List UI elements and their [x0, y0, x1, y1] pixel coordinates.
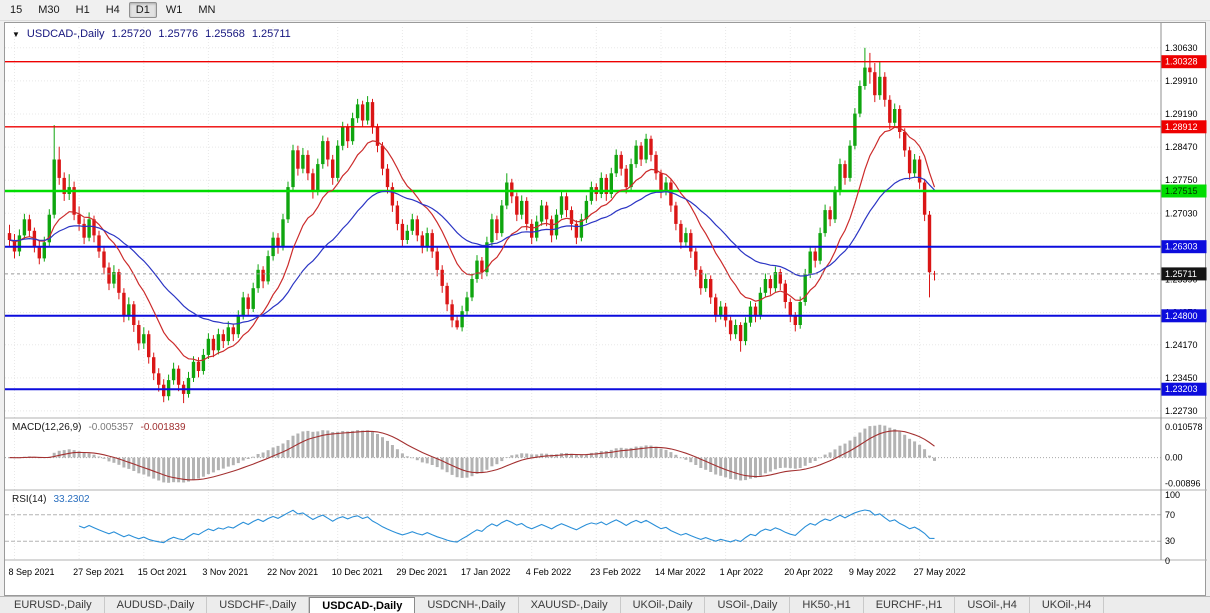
rsi-axis-labels: 100 70 30 0	[1165, 490, 1180, 566]
svg-text:23 Feb 2022: 23 Feb 2022	[590, 567, 641, 577]
svg-text:1.30328: 1.30328	[1165, 57, 1198, 67]
symbol-tab-bar: EURUSD-,Daily AUDUSD-,Daily USDCHF-,Daily U…	[0, 596, 1210, 613]
svg-text:22 Nov 2021: 22 Nov 2021	[267, 567, 318, 577]
svg-text:1.23450: 1.23450	[1165, 373, 1198, 383]
svg-text:15 Oct 2021: 15 Oct 2021	[138, 567, 187, 577]
svg-text:0: 0	[1165, 556, 1170, 566]
svg-text:1.26303: 1.26303	[1165, 242, 1198, 252]
svg-text:1.27515: 1.27515	[1165, 186, 1198, 196]
svg-text:1.27030: 1.27030	[1165, 208, 1198, 218]
svg-text:17 Jan 2022: 17 Jan 2022	[461, 567, 511, 577]
chart-tab-usoilh4[interactable]: USOil-,H4	[955, 597, 1030, 613]
svg-text:29 Dec 2021: 29 Dec 2021	[396, 567, 447, 577]
chart-tab-audusddaily[interactable]: AUDUSD-,Daily	[104, 597, 208, 613]
chart-tab-usdcnhdaily[interactable]: USDCNH-,Daily	[415, 597, 519, 613]
timeframe-button-M30[interactable]: M30	[38, 4, 60, 16]
candles-layer	[7, 47, 937, 404]
price-chart-canvas[interactable]: 1.30630 1.29910 1.29190 1.28470 1.27750 1.270…	[5, 23, 1207, 597]
timeframe-button-MN[interactable]: MN	[198, 4, 216, 16]
time-axis-labels: 8 Sep 2021 27 Sep 2021 15 Oct 2021 3 Nov 20…	[9, 567, 966, 577]
support-resistance-lines	[5, 61, 1161, 391]
svg-text:1.23203: 1.23203	[1165, 384, 1198, 394]
svg-text:1.28912: 1.28912	[1165, 122, 1198, 132]
svg-text:1.30630: 1.30630	[1165, 43, 1198, 53]
svg-text:1.27750: 1.27750	[1165, 175, 1198, 185]
svg-text:27 Sep 2021: 27 Sep 2021	[73, 567, 124, 577]
svg-text:4 Feb 2022: 4 Feb 2022	[526, 567, 572, 577]
timeframe-button-D1[interactable]: D1	[128, 2, 157, 18]
chart-tab-eurusddaily[interactable]: EURUSD-,Daily	[2, 597, 105, 613]
svg-text:1.29910: 1.29910	[1165, 76, 1198, 86]
svg-text:0.010578: 0.010578	[1165, 422, 1203, 432]
svg-text:30: 30	[1165, 536, 1175, 546]
slow-ma-line	[9, 176, 935, 325]
svg-text:27 May 2022: 27 May 2022	[914, 567, 966, 577]
svg-text:10 Dec 2021: 10 Dec 2021	[332, 567, 383, 577]
price-axis-labels: 1.30630 1.29910 1.29190 1.28470 1.27750 1.270…	[1165, 43, 1198, 416]
svg-text:14 Mar 2022: 14 Mar 2022	[655, 567, 706, 577]
chart-tab-ukoilh4[interactable]: UKOil-,H4	[1029, 597, 1105, 613]
chart-tab-usdchfdaily[interactable]: USDCHF-,Daily	[207, 597, 310, 613]
macd-histogram	[8, 424, 936, 483]
chart-tab-usoildaily[interactable]: USOil-,Daily	[705, 597, 791, 613]
chart-tab-usdcaddaily[interactable]: USDCAD-,Daily	[309, 597, 416, 613]
horizontal-gridlines	[5, 47, 1161, 412]
macd-axis-labels: 0.010578 0.00 -0.00896	[1165, 422, 1203, 489]
chart-tab-eurchfh1[interactable]: EURCHF-,H1	[863, 597, 956, 613]
timeframe-button-15[interactable]: 15	[10, 4, 23, 16]
svg-text:1.22730: 1.22730	[1165, 406, 1198, 416]
macd-signal-line	[9, 430, 935, 481]
timeframe-button-H1[interactable]: H1	[75, 4, 90, 16]
svg-text:1.29190: 1.29190	[1165, 109, 1198, 119]
svg-text:70: 70	[1165, 510, 1175, 520]
chart-window: 1.30630 1.29910 1.29190 1.28470 1.27750 1.270…	[4, 22, 1207, 597]
svg-text:9 May 2022: 9 May 2022	[849, 567, 896, 577]
price-axis-badges: 1.30328 1.28912 1.27515 1.26303 1.24800 1.232…	[1161, 55, 1207, 396]
svg-text:1.24170: 1.24170	[1165, 340, 1198, 350]
svg-text:1.25711: 1.25711	[1165, 269, 1197, 279]
chart-tab-hk50h1[interactable]: HK50-,H1	[790, 597, 864, 613]
timeframe-button-H4[interactable]: H4	[105, 4, 120, 16]
chart-tab-ukoildaily[interactable]: UKOil-,Daily	[620, 597, 706, 613]
svg-text:0.00: 0.00	[1165, 453, 1183, 463]
fast-ma-line	[9, 126, 936, 362]
chart-tab-xauusddaily[interactable]: XAUUSD-,Daily	[518, 597, 621, 613]
svg-text:3 Nov 2021: 3 Nov 2021	[202, 567, 248, 577]
timeframe-button-W1[interactable]: W1	[165, 4, 183, 16]
svg-text:-0.00896: -0.00896	[1165, 479, 1201, 489]
svg-text:100: 100	[1165, 490, 1180, 500]
svg-text:8 Sep 2021: 8 Sep 2021	[9, 567, 55, 577]
svg-text:20 Apr 2022: 20 Apr 2022	[784, 567, 833, 577]
current-price-badge	[1161, 267, 1207, 281]
collapse-triangle-icon[interactable]: ▼	[12, 29, 20, 39]
svg-text:1.24800: 1.24800	[1165, 311, 1198, 321]
rsi-line	[78, 509, 935, 544]
svg-text:1.28470: 1.28470	[1165, 142, 1198, 152]
timeframe-toolbar: 15 M30 H1 H4 D1 W1 MN	[0, 0, 1210, 21]
svg-text:1 Apr 2022: 1 Apr 2022	[720, 567, 764, 577]
